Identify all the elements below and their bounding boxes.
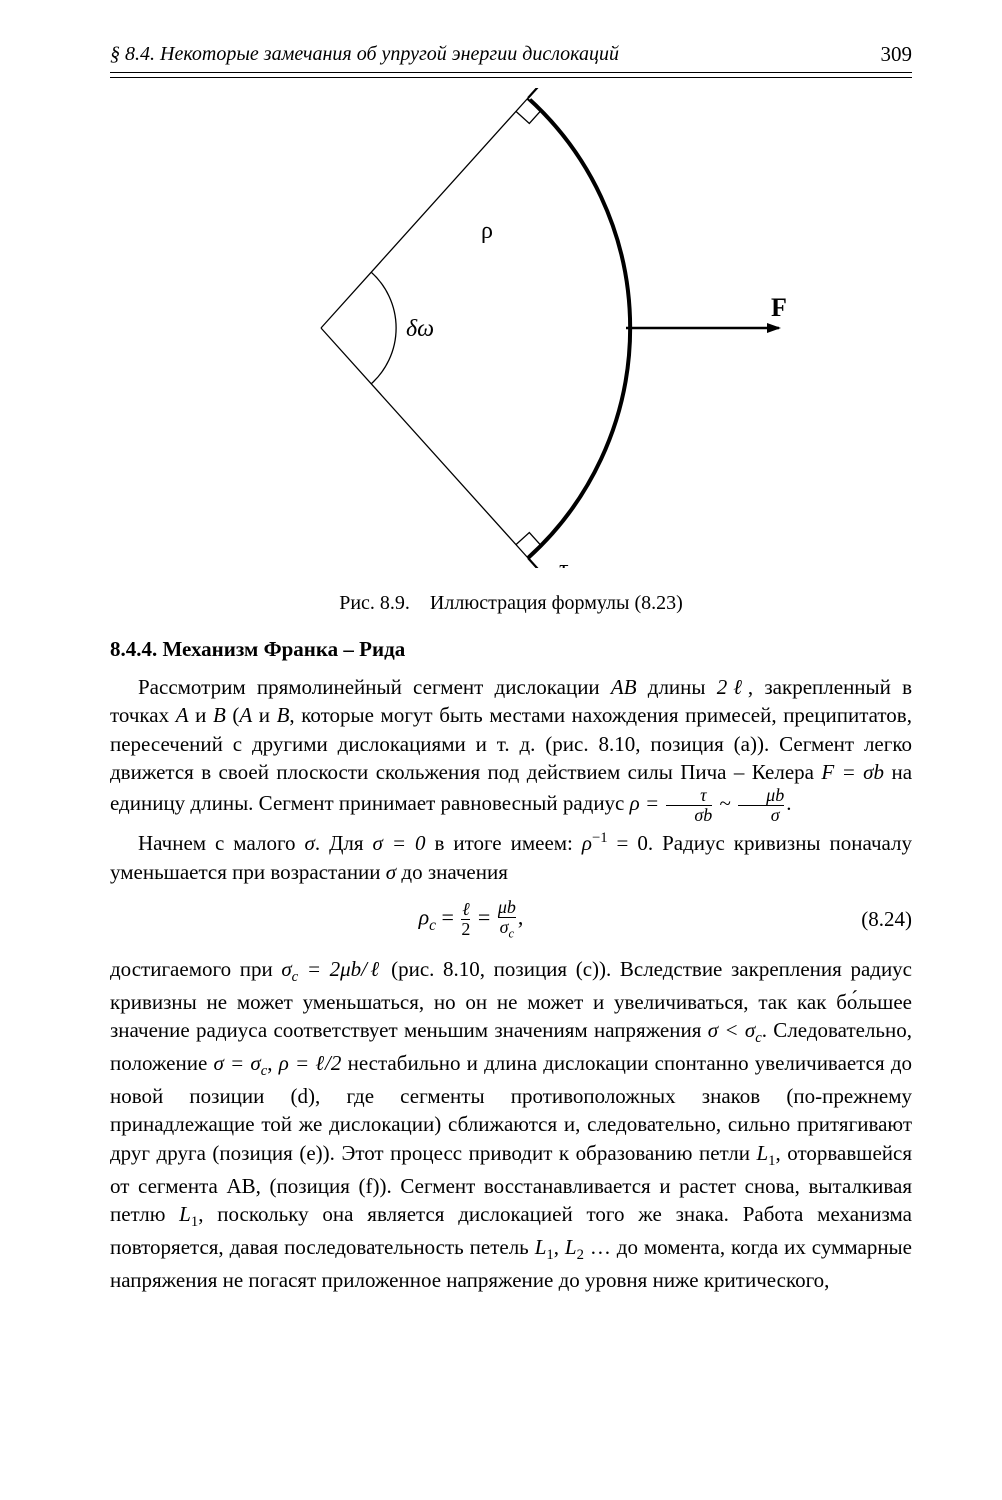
- right-angle-marker-bottom: [516, 533, 541, 558]
- text: . Для: [315, 831, 373, 855]
- equation-8-24-number: (8.24): [832, 905, 912, 933]
- math-rhoinv: ρ: [582, 831, 592, 855]
- math-sim: ~: [714, 792, 736, 816]
- page-header: § 8.4. Некоторые замечания об упругой эн…: [110, 40, 912, 73]
- math-rhoinv-exp: −1: [592, 830, 608, 846]
- den-a: σ: [500, 917, 509, 937]
- math-A: A: [176, 703, 189, 727]
- eq-frac2: μbσc: [498, 898, 516, 941]
- eq-eq2: =: [472, 904, 495, 929]
- math-frac-tau-sigmab: τσb: [666, 786, 712, 825]
- math-L2: L: [565, 1235, 577, 1259]
- math-sigma2: σ: [386, 860, 396, 884]
- label-rho: ρ: [481, 218, 493, 244]
- math-sigma-0: σ = 0: [373, 831, 426, 855]
- text: Начнем с малого: [138, 831, 305, 855]
- math-siglt-a: σ < σ: [708, 1018, 756, 1042]
- eq-tail: ,: [518, 904, 524, 929]
- math-sigmac-rest: = 2μb/ℓ: [298, 957, 382, 981]
- label-tau-bottom: τ: [559, 556, 569, 568]
- radius-line-bottom: [321, 328, 528, 558]
- header-section-title: § 8.4. Некоторые замечания об упругой эн…: [110, 41, 619, 68]
- math-L1-sub: 1: [768, 1153, 775, 1169]
- math-AB: AB: [611, 675, 637, 699]
- math-L2-sub: 2: [577, 1247, 584, 1263]
- math-L1c-sub: 1: [546, 1247, 553, 1263]
- math-B2: B: [277, 703, 290, 727]
- right-angle-marker-top: [516, 98, 541, 123]
- math-sigmac-a: σ: [281, 957, 291, 981]
- figure-8-9-caption: Рис. 8.9. Иллюстрация формулы (8.23): [110, 590, 912, 617]
- label-domega: δω: [406, 316, 434, 342]
- eq-lhs: ρ: [419, 904, 430, 929]
- math-sigma: σ: [305, 831, 315, 855]
- eq-eq1: =: [436, 904, 459, 929]
- header-rule: [110, 77, 912, 78]
- paragraph-1: Рассмотрим прямолинейный сегмент дислока…: [110, 673, 912, 825]
- math-frac-mub-sigma: μbσ: [738, 786, 784, 825]
- frac-num: τ: [666, 786, 712, 805]
- math-sigeq-a: σ = σ: [213, 1051, 260, 1075]
- frac-den: σ: [738, 805, 784, 825]
- math-F-sigma-b: F = σb: [821, 760, 884, 784]
- text: ,: [267, 1051, 278, 1075]
- paragraph-3: достигаемого при σc = 2μb/ℓ (рис. 8.10, …: [110, 955, 912, 1295]
- text: длины: [637, 675, 717, 699]
- eq-frac1: ℓ2: [461, 900, 470, 939]
- text: и: [189, 703, 213, 727]
- math-B: B: [213, 703, 226, 727]
- text: ,: [554, 1235, 565, 1259]
- angle-arc: [371, 272, 396, 384]
- text: до значения: [396, 860, 508, 884]
- frac-den: σc: [498, 917, 516, 941]
- den-sub: c: [509, 926, 515, 940]
- section-title: Механизм Франка – Рида: [163, 637, 406, 661]
- math-L1c: L: [535, 1235, 547, 1259]
- math-eq0: = 0: [608, 831, 648, 855]
- frac-num: μb: [738, 786, 784, 805]
- figure-caption-text: Иллюстрация формулы (8.23): [430, 592, 683, 614]
- section-8-4-4-heading: 8.4.4. Механизм Франка – Рида: [110, 635, 912, 663]
- dislocation-arc: [528, 98, 630, 558]
- math-rho-eq-lhs: ρ =: [630, 792, 665, 816]
- text: достигаемого при: [110, 957, 281, 981]
- text: Рассмотрим прямолинейный сегмент дислока…: [138, 675, 611, 699]
- label-F: F: [771, 293, 787, 322]
- math-L1b: L: [179, 1202, 191, 1226]
- radius-line-top: [321, 98, 528, 328]
- figure-8-9-svg: ρ δω F τ τ τ: [231, 88, 791, 568]
- math-L1: L: [756, 1141, 768, 1165]
- text: .: [786, 792, 791, 816]
- math-2ell: 2ℓ: [717, 675, 748, 699]
- frac-num: ℓ: [461, 900, 470, 919]
- text: в итоге имеем:: [425, 831, 581, 855]
- figure-8-9: ρ δω F τ τ τ: [110, 88, 912, 575]
- frac-num: μb: [498, 898, 516, 917]
- math-rho-l2: ρ = ℓ/2: [279, 1051, 342, 1075]
- figure-caption-prefix: Рис. 8.9.: [339, 592, 410, 614]
- frac-den: σb: [666, 805, 712, 825]
- page-number: 309: [881, 40, 913, 68]
- text: и: [252, 703, 276, 727]
- paragraph-2: Начнем с малого σ. Для σ = 0 в итоге име…: [110, 829, 912, 886]
- section-number: 8.4.4.: [110, 637, 157, 661]
- frac-den: 2: [461, 919, 470, 939]
- eq-lhs-sub: c: [429, 917, 436, 934]
- text: (: [226, 703, 240, 727]
- equation-8-24: ρc = ℓ2 = μbσc, (8.24): [110, 898, 912, 941]
- equation-8-24-body: ρc = ℓ2 = μbσc,: [110, 898, 832, 941]
- math-A2: A: [239, 703, 252, 727]
